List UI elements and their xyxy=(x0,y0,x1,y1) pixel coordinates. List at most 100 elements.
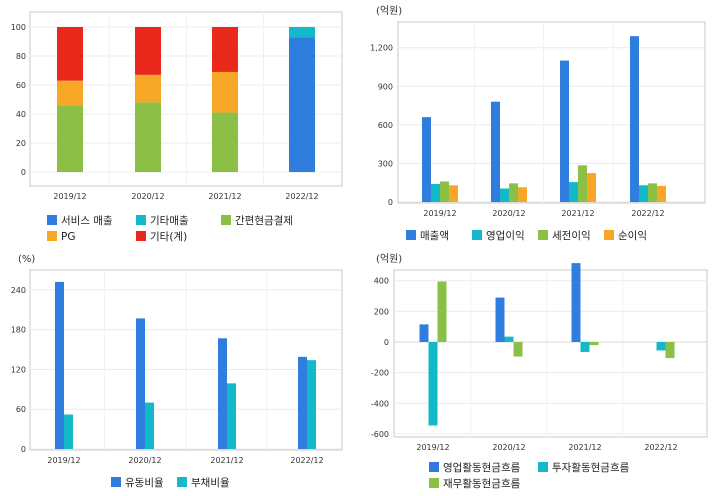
x-tick-label: 2021/12 xyxy=(208,192,241,201)
bar xyxy=(428,342,438,426)
legend-label: PG xyxy=(61,231,75,243)
chart-marks: -600 -400 -200 0 200 400 2019/12 2020/12 2021/12… xyxy=(371,263,707,452)
legend: 서비스 매출 기타매출 간편현금결제 PG 기타(계) xyxy=(47,214,293,243)
bar xyxy=(560,60,569,203)
bar xyxy=(212,112,238,172)
cash-flow-chart: (억원) -600 -400 -200 0 200 400 2019/12 2020/12 20… xyxy=(371,253,708,490)
bar xyxy=(648,183,657,202)
bar xyxy=(212,27,238,72)
x-tick-label: 2020/12 xyxy=(492,443,525,452)
bar xyxy=(227,383,236,449)
y-tick-label: -600 xyxy=(371,430,389,439)
x-tick-label: 2021/12 xyxy=(561,209,594,218)
bar xyxy=(495,297,505,343)
bar xyxy=(518,187,527,202)
legend-swatch xyxy=(472,230,482,240)
legend-swatch xyxy=(136,231,146,241)
x-tick-label: 2019/12 xyxy=(53,192,86,201)
legend-label: 투자활동현금흐름 xyxy=(552,461,630,474)
legend: 유동비율 부채비율 xyxy=(111,477,230,489)
bar xyxy=(431,184,440,202)
y-tick-label: 60 xyxy=(16,81,26,90)
bar xyxy=(136,318,145,449)
legend-item: 기타(계) xyxy=(136,231,187,243)
bar xyxy=(578,165,587,202)
bar xyxy=(589,342,599,346)
x-tick-label: 2020/12 xyxy=(131,192,164,201)
bar xyxy=(57,80,83,106)
bar xyxy=(135,102,161,172)
bar xyxy=(657,185,666,202)
legend-label: 기타(계) xyxy=(150,231,187,243)
y-tick-label: 900 xyxy=(378,82,393,91)
legend-item: 영업이익 xyxy=(472,229,525,242)
chart-marks: 0 60 120 180 240 2019/12 2020/12 2021/12 2022/12 xyxy=(11,270,342,465)
legend-label: 영업이익 xyxy=(486,229,525,242)
legend-item: 매출액 xyxy=(406,230,449,242)
x-tick-label: 2021/12 xyxy=(210,456,243,465)
revenue-composition-chart: 0 20 40 60 80 100 2019/12 2020/12 2021/12 2022/12… xyxy=(11,11,343,243)
x-tick-label: 2020/12 xyxy=(128,456,161,465)
legend-label: 부채비율 xyxy=(191,477,230,489)
bar xyxy=(422,117,431,202)
bar xyxy=(55,281,64,449)
legend-item: 투자활동현금흐름 xyxy=(538,461,630,474)
income-chart: (억원) 0 300 600 900 1,200 2019/12 2020/12 2021/1… xyxy=(370,5,706,242)
unit-label: (억원) xyxy=(376,5,402,17)
y-tick-label: 1,200 xyxy=(370,44,393,53)
chart-marks: 0 20 40 60 80 100 2019/12 2020/12 2021/12 2022/12 xyxy=(11,12,342,201)
plot-frame xyxy=(397,21,706,204)
x-tick-label: 2019/12 xyxy=(423,209,456,218)
bar xyxy=(307,360,316,449)
legend-item: 순이익 xyxy=(604,230,647,242)
legend-label: 순이익 xyxy=(618,230,647,242)
x-tick-label: 2021/12 xyxy=(568,443,601,452)
legend-item: 부채비율 xyxy=(177,477,230,489)
legend-label: 영업활동현금흐름 xyxy=(443,461,521,474)
bar xyxy=(289,37,315,173)
y-tick-label: 120 xyxy=(11,365,26,374)
bar xyxy=(665,342,675,359)
legend-item: 유동비율 xyxy=(111,477,164,489)
legend-item: PG xyxy=(47,231,75,243)
legend-label: 유동비율 xyxy=(125,477,164,489)
bar xyxy=(513,342,523,357)
bar xyxy=(289,27,315,38)
y-tick-label: 100 xyxy=(11,23,26,32)
legend-item: 간편현금결제 xyxy=(221,214,293,227)
bar xyxy=(569,182,578,202)
y-tick-label: 0 xyxy=(21,168,26,177)
legend-label: 기타매출 xyxy=(150,215,189,227)
legend-label: 세전이익 xyxy=(552,230,591,242)
legend-swatch xyxy=(111,477,121,487)
y-tick-label: 240 xyxy=(11,286,26,295)
y-tick-label: 180 xyxy=(11,326,26,335)
y-tick-label: 0 xyxy=(21,445,26,454)
y-tick-label: -200 xyxy=(371,369,389,378)
legend-label: 서비스 매출 xyxy=(61,215,113,227)
legend-swatch xyxy=(429,478,439,488)
bar xyxy=(639,185,648,202)
bar xyxy=(571,263,581,343)
y-tick-label: -400 xyxy=(371,399,389,408)
legend-swatch xyxy=(177,477,187,487)
legend-item: 기타매출 xyxy=(136,215,189,227)
legend-label: 매출액 xyxy=(420,230,449,242)
legend-swatch xyxy=(429,462,439,472)
legend-item: 재무활동현금흐름 xyxy=(429,477,521,490)
legend-swatch xyxy=(604,230,614,240)
x-tick-label: 2019/12 xyxy=(47,456,80,465)
legend-label: 간편현금결제 xyxy=(235,214,293,227)
x-tick-label: 2022/12 xyxy=(290,456,323,465)
y-tick-label: 0 xyxy=(384,338,389,347)
x-tick-label: 2022/12 xyxy=(644,443,677,452)
bar xyxy=(630,36,639,203)
legend-label: 재무활동현금흐름 xyxy=(443,477,521,490)
legend-item: 서비스 매출 xyxy=(47,215,113,227)
ratio-chart: (%) 0 60 120 180 240 2019/12 2020/12 2021/12 202… xyxy=(11,254,343,489)
bar xyxy=(440,181,449,202)
bar xyxy=(500,188,509,202)
bar xyxy=(509,183,518,202)
